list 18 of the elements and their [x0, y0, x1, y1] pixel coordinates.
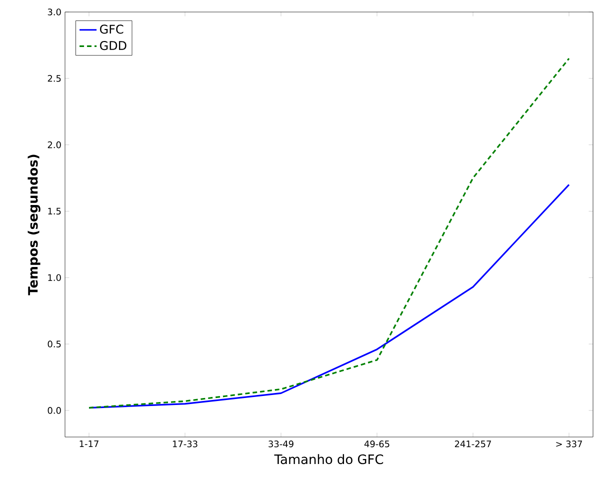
x-tick-label: 17-33 [172, 440, 198, 448]
line-series [88, 58, 570, 409]
legend-label: GFC [100, 24, 124, 34]
legend-label: GDD [100, 41, 126, 50]
x-axis-title: Tamanho do GFC [274, 454, 384, 464]
y-tick-label: 0.0 [48, 407, 61, 414]
y-tick-label: 3.0 [48, 8, 61, 16]
y-tick-label: 0.5 [48, 340, 61, 348]
x-tick-label: 1-17 [80, 440, 98, 448]
y-tick-label: 2.0 [48, 141, 61, 148]
x-tick-label: 33-49 [268, 440, 294, 448]
y-tick-label: 1.5 [48, 208, 61, 215]
x-tick-label: 49-65 [364, 440, 390, 448]
x-tick-label: 241-257 [454, 440, 491, 448]
y-tick-label: 1.0 [48, 274, 61, 282]
y-axis-title: Tempos (segundos) [28, 154, 40, 296]
y-tick-label: 2.5 [48, 75, 61, 82]
x-tick-label: > 337 [556, 440, 582, 448]
